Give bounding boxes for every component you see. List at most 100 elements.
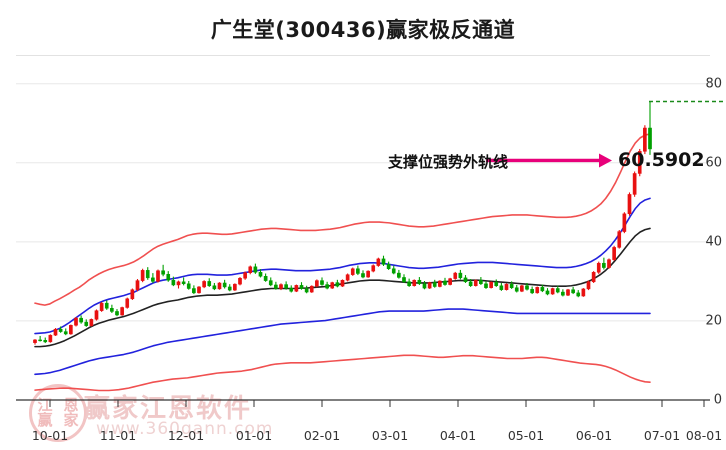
candle-body: [509, 283, 514, 288]
y-tick-label-0: 0: [713, 392, 722, 408]
candle-body: [309, 285, 314, 293]
candle-body: [366, 270, 370, 278]
candle-body: [596, 262, 601, 273]
candle-body: [238, 277, 242, 285]
candle-body: [284, 284, 288, 289]
series-lower-outer-band: [34, 354, 651, 392]
candle-body: [356, 268, 360, 274]
candle-body: [586, 281, 591, 290]
seal-char-1: 恩: [63, 396, 79, 414]
support-line-arrowhead: [599, 153, 612, 168]
seal-char-0: 江: [37, 396, 53, 414]
candle-body: [417, 279, 422, 285]
support-line-annotation-label: 支撑位强势外轨线: [388, 153, 509, 172]
candle-body: [325, 284, 329, 289]
candle-body: [115, 311, 119, 316]
candle-body: [110, 308, 114, 312]
candle-body: [566, 289, 570, 296]
candle-body: [504, 283, 509, 290]
candle-body: [253, 266, 258, 273]
candle-body: [443, 280, 447, 285]
candle-body: [135, 280, 140, 290]
candle-body: [571, 289, 575, 294]
candle-body: [43, 340, 48, 343]
candle-body: [304, 288, 309, 293]
candle-body: [448, 278, 452, 285]
candle-body: [243, 272, 247, 279]
candle-body: [412, 279, 417, 286]
candle-body: [222, 282, 227, 288]
candle-body: [643, 127, 647, 152]
candle-body: [453, 272, 458, 279]
candle-body: [381, 258, 386, 265]
candle-body: [535, 287, 540, 294]
candle-body: [217, 282, 222, 290]
candle-body: [171, 279, 176, 286]
watermark-seal-chars: 江 恩 赢 家: [32, 387, 84, 439]
candle-body: [74, 317, 78, 326]
x-tick-label-04-01: 04-01: [439, 428, 477, 443]
candle-body: [591, 272, 596, 283]
candle-body: [340, 279, 345, 287]
candle-body: [561, 291, 565, 296]
candle-body: [79, 317, 83, 323]
candle-body: [53, 328, 58, 336]
candle-body: [648, 127, 652, 150]
candle-body: [581, 288, 586, 297]
candle-body: [607, 259, 611, 268]
candle-body: [576, 292, 581, 297]
candle-body: [489, 281, 493, 288]
chart-title: 广生堂(300436)赢家极反通道: [210, 18, 516, 42]
candle-body: [386, 264, 391, 269]
candle-body: [473, 279, 478, 286]
candle-body: [422, 283, 427, 289]
candle-body: [227, 286, 232, 291]
x-tick-label-01-01: 01-01: [235, 428, 273, 443]
candle-body: [202, 281, 206, 288]
x-tick-label-03-01: 03-01: [371, 428, 409, 443]
candle-body: [207, 281, 212, 286]
candle-body: [248, 266, 253, 273]
candlestick-series: [33, 101, 652, 345]
candle-body: [181, 281, 186, 285]
candle-body: [540, 287, 545, 292]
candle-body: [622, 213, 627, 232]
support-price-value: 60.5902: [618, 149, 705, 172]
candle-body: [530, 289, 534, 294]
candle-body: [166, 274, 171, 281]
series-upper-outer-band: [34, 133, 651, 306]
candle-body: [330, 282, 335, 289]
candle-body: [125, 298, 130, 308]
x-tick-label-07-01: 07-01: [643, 428, 681, 443]
candle-body: [632, 173, 637, 195]
candle-body: [233, 283, 237, 291]
candle-body: [479, 279, 483, 285]
header-divider: [16, 55, 710, 56]
candle-body: [432, 282, 437, 287]
x-tick-label-12-01: 12-01: [167, 428, 205, 443]
candle-body: [299, 285, 304, 289]
candle-body: [458, 272, 463, 279]
candle-body: [555, 288, 560, 293]
candle-body: [104, 302, 109, 309]
candle-body: [186, 283, 191, 289]
candle-body: [33, 339, 37, 343]
candle-body: [99, 302, 104, 311]
candle-body: [637, 151, 642, 174]
candle-body: [494, 281, 499, 287]
candle-body: [468, 281, 473, 286]
candle-body: [274, 284, 278, 289]
candle-body: [617, 231, 622, 248]
candle-body: [550, 288, 555, 295]
candle-body: [407, 281, 411, 286]
candle-body: [376, 258, 381, 266]
candle-body: [63, 331, 68, 335]
watermark-seal: 江 恩 赢 家: [29, 384, 87, 442]
watermark-brand: 赢家江恩软件: [84, 394, 253, 424]
candle-body: [197, 286, 201, 294]
candle-body: [94, 310, 99, 320]
candle-body: [89, 319, 94, 326]
candle-body: [48, 334, 53, 343]
y-tick-label-80: 80: [705, 76, 722, 92]
candle-body: [151, 277, 155, 282]
